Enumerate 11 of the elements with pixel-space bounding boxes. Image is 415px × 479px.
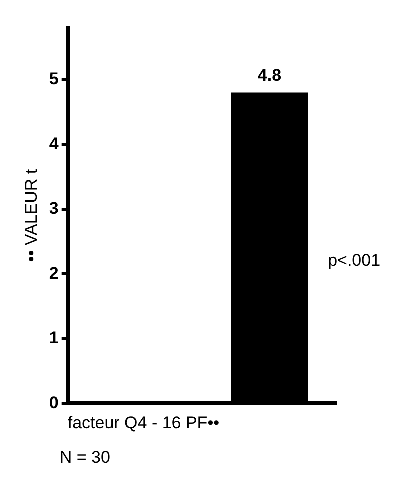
annotation: p<.001 (328, 250, 381, 270)
y-tick-label: 4 (49, 134, 60, 154)
x-axis-title: facteur Q4 - 16 PF•• (68, 413, 220, 432)
y-tick-label: 3 (49, 199, 59, 218)
y-tick-label: 0 (49, 393, 59, 412)
text: N = 30 (60, 448, 110, 467)
y-tick-label: 5 (49, 69, 59, 88)
y-tick-label: 1 (49, 328, 59, 348)
y-tick-label: 2 (49, 264, 59, 283)
y-axis-title: •• VALEUR t (22, 169, 41, 262)
data-label: 4.8 (258, 66, 282, 85)
